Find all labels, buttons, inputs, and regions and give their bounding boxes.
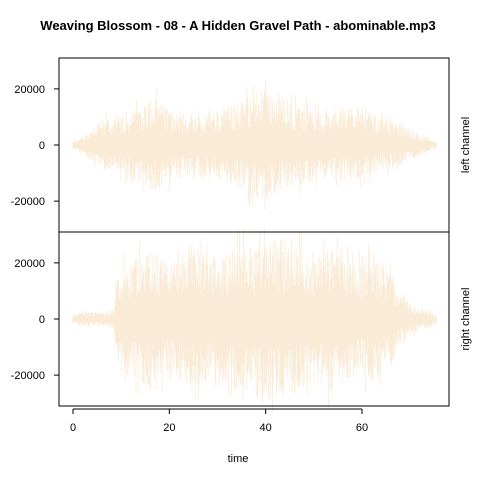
left-channel-wave-trace (72, 79, 437, 211)
x-axis-label: time (228, 453, 249, 465)
x-tick-label: 0 (70, 422, 76, 434)
x-axis: 0 20 40 60 (70, 408, 368, 434)
right-y-tick-label: -20000 (11, 370, 45, 382)
x-tick-label: 60 (356, 422, 368, 434)
right-channel-panel: -20000 0 20000 right channel (11, 227, 472, 413)
left-y-tick-label: -20000 (11, 196, 45, 208)
x-tick-label: 20 (163, 422, 175, 434)
left-channel-panel: -20000 0 20000 left channel (11, 57, 472, 233)
left-channel-y-axis: -20000 0 20000 (11, 84, 59, 208)
right-channel-waveform (72, 227, 437, 413)
left-y-tick-label: 0 (39, 140, 45, 152)
right-y-tick-label: 20000 (14, 258, 45, 270)
right-channel-y-axis: -20000 0 20000 (11, 258, 59, 382)
x-tick-label: 40 (260, 422, 272, 434)
right-y-tick-label: 0 (39, 314, 45, 326)
right-channel-wave-trace (72, 227, 437, 413)
left-y-tick-label: 20000 (14, 84, 45, 96)
left-channel-waveform (72, 79, 437, 211)
left-channel-label: left channel (460, 117, 472, 173)
right-channel-label: right channel (460, 288, 472, 351)
chart-title: Weaving Blossom - 08 - A Hidden Gravel P… (40, 18, 435, 33)
